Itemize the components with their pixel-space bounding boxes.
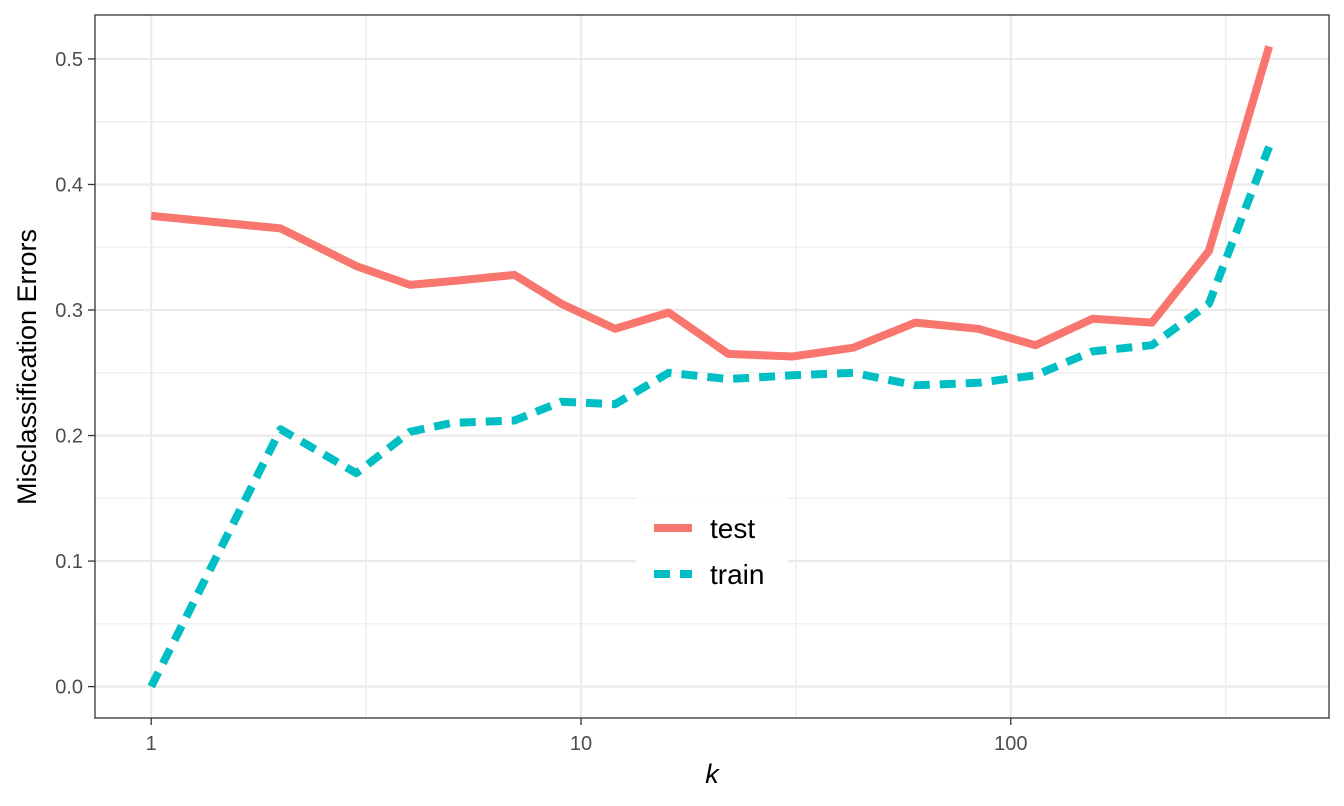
y-tick-label: 0.3 <box>55 300 83 322</box>
y-axis: 0.0 0.1 0.2 0.3 0.4 0.5 <box>55 49 95 699</box>
panel-background <box>95 15 1329 718</box>
x-axis-title: k <box>705 759 720 789</box>
legend-label-train: train <box>710 559 764 590</box>
series-layer <box>147 45 1273 689</box>
y-tick-label: 0.1 <box>55 551 83 573</box>
y-tick-label: 0.0 <box>55 677 83 699</box>
x-axis: 1 10 100 <box>146 718 1027 755</box>
x-tick-label: 10 <box>570 733 592 755</box>
legend: test train <box>636 498 788 600</box>
y-axis-title: Misclassification Errors <box>12 229 42 505</box>
y-tick-label: 0.4 <box>55 174 83 196</box>
x-tick-label: 1 <box>146 733 157 755</box>
legend-label-test: test <box>710 513 755 544</box>
series-line-train <box>147 145 1273 689</box>
y-tick-label: 0.2 <box>55 426 83 448</box>
major-gridlines <box>95 15 1329 718</box>
series-line-test <box>150 45 1273 361</box>
x-tick-label: 100 <box>994 733 1027 755</box>
y-tick-label: 0.5 <box>55 49 83 71</box>
legend-background <box>636 498 788 600</box>
panel-border <box>94 14 1330 719</box>
minor-gridlines <box>95 15 1329 718</box>
